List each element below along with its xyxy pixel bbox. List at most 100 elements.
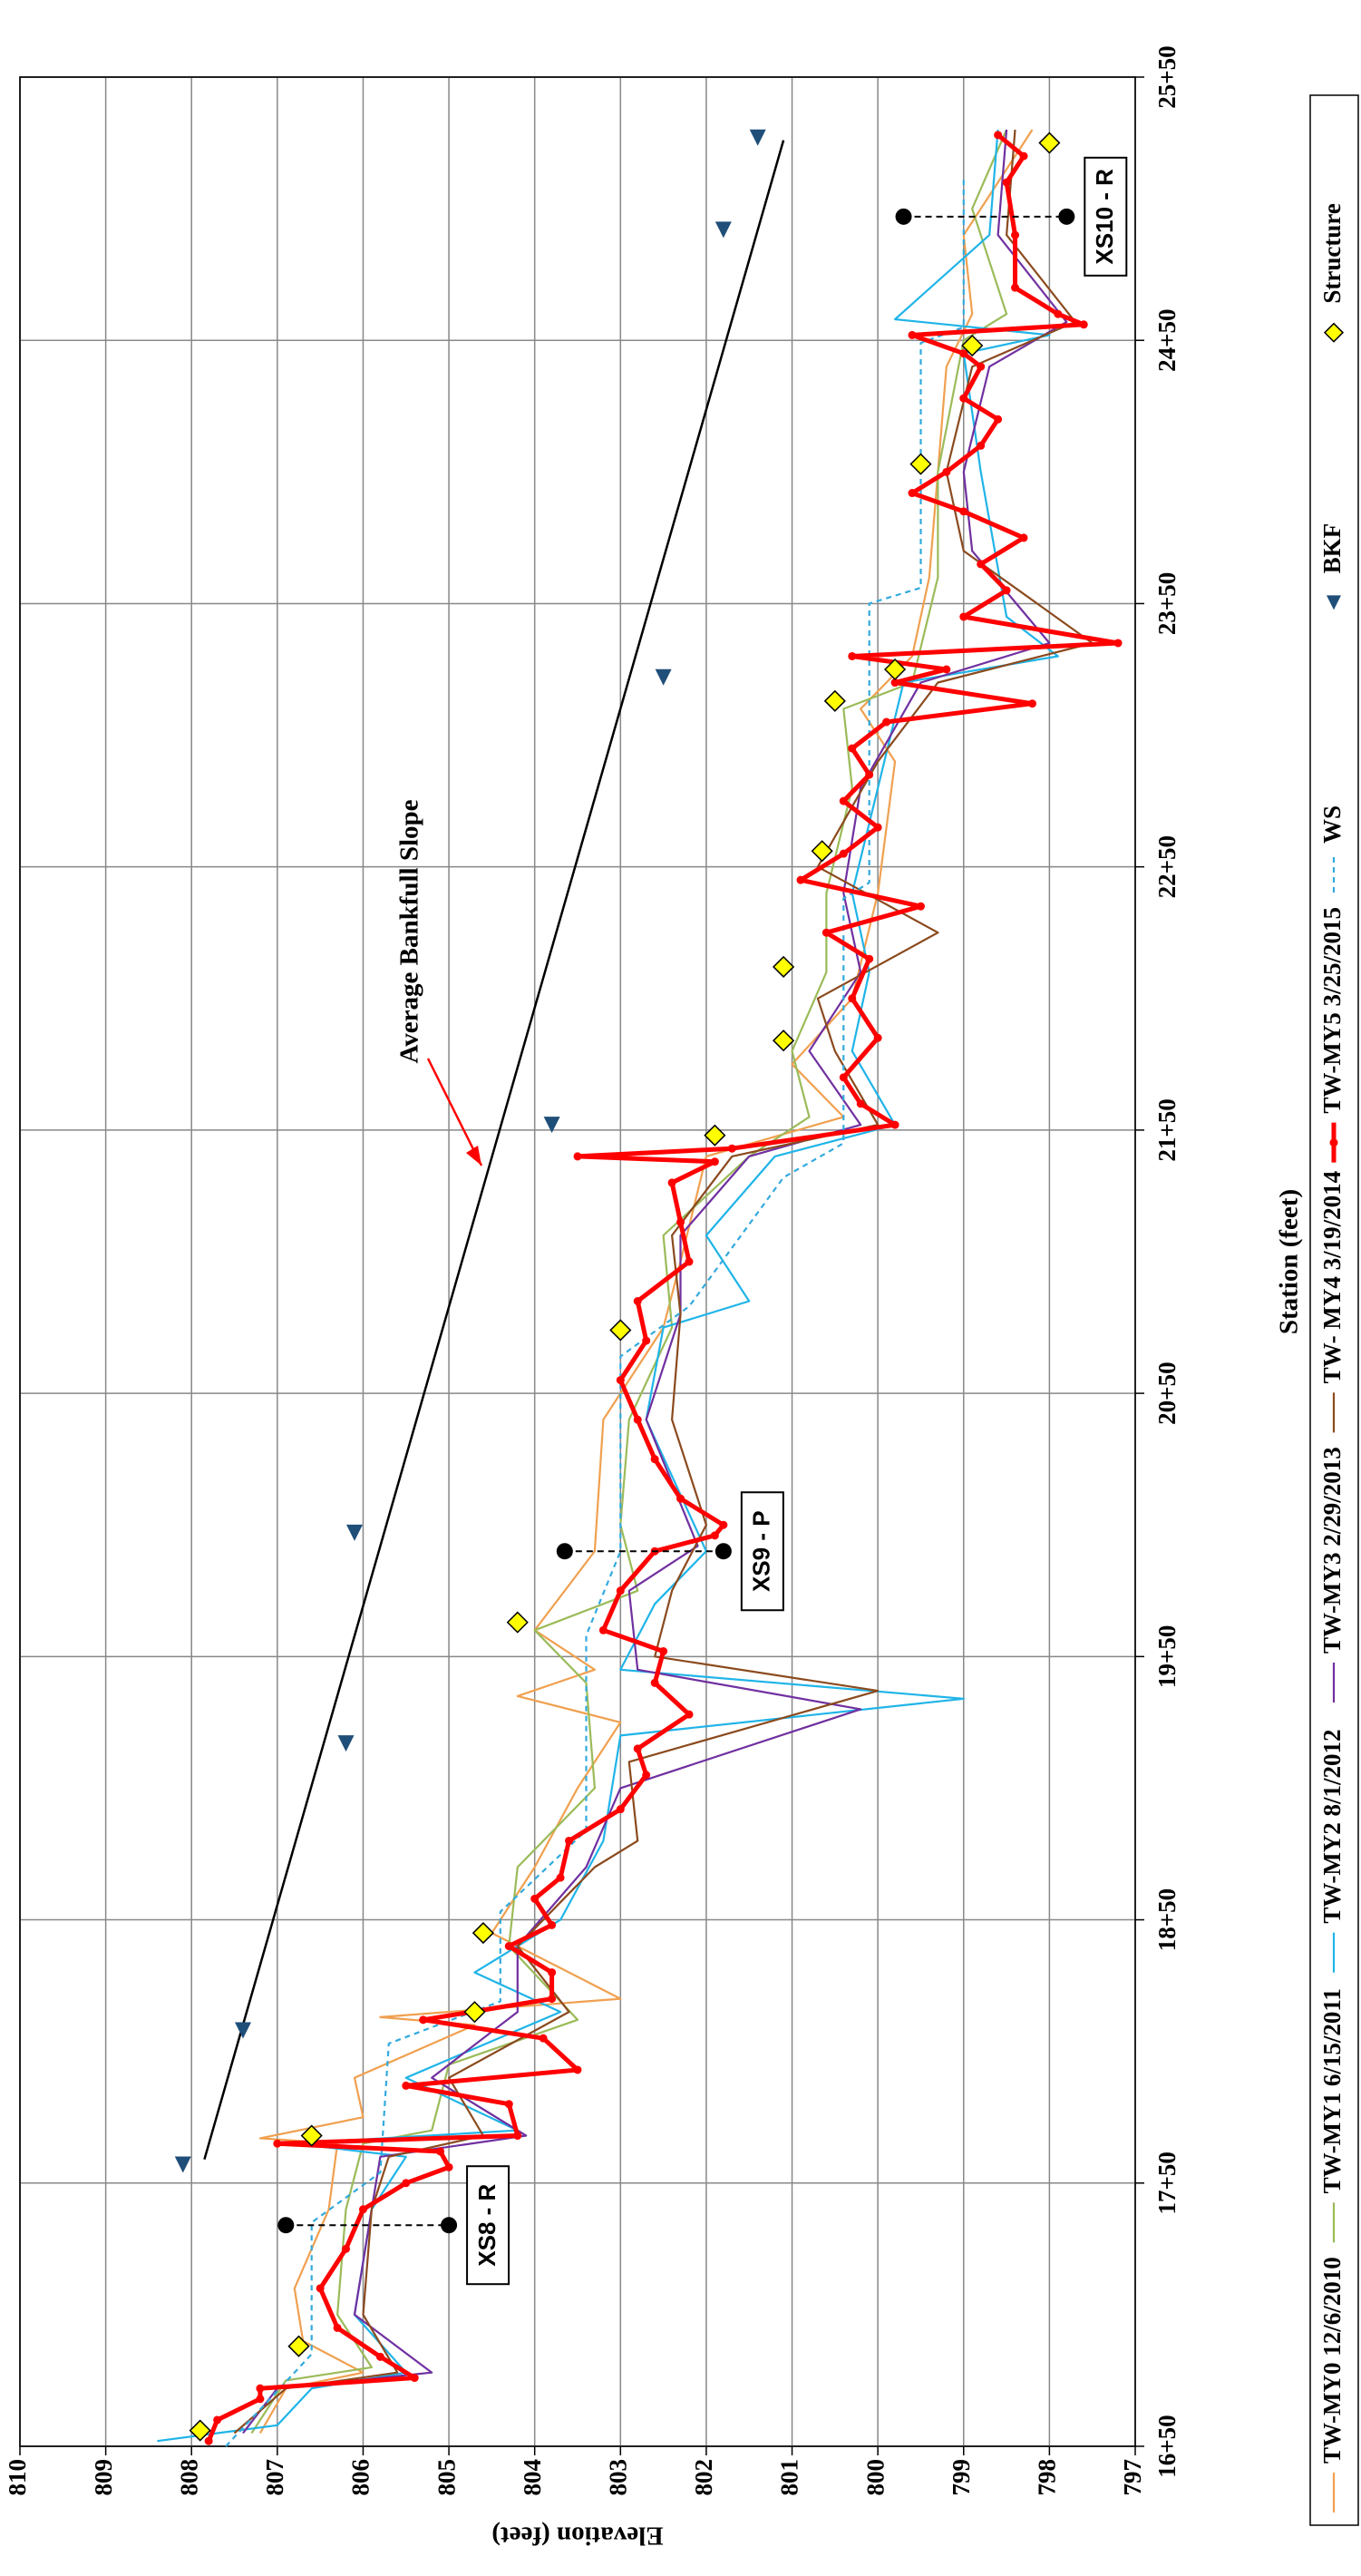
x-tick-label: 25+50 (1153, 45, 1181, 108)
y-tick-label: 808 (175, 2459, 202, 2496)
y-tick-label: 806 (347, 2459, 374, 2496)
cross-section-box (740, 1491, 784, 1612)
y-tick-label: 797 (1119, 2459, 1146, 2496)
plot-border (19, 76, 1136, 2447)
marker (573, 1152, 582, 1161)
marker (402, 2179, 411, 2188)
structure-point (773, 1029, 795, 1052)
marker (839, 849, 848, 858)
x-tick-label: 17+50 (1153, 2152, 1181, 2214)
marker (650, 1455, 659, 1464)
legend-label: WS (1318, 805, 1346, 844)
marker (959, 612, 968, 621)
marker (633, 1744, 642, 1753)
marker (1019, 151, 1028, 161)
cross-section-end (895, 208, 912, 225)
marker (908, 489, 917, 498)
structure-point (823, 689, 846, 712)
marker (333, 2323, 342, 2332)
cross-section-label: XS8 - R (473, 2183, 501, 2266)
marker (977, 362, 986, 371)
marker (256, 2395, 265, 2404)
legend-label: TW-MY3 2/29/2013 (1318, 1447, 1346, 1654)
x-tick-label: 16+50 (1153, 2415, 1181, 2477)
marker (539, 2034, 548, 2043)
x-tick-label: 22+50 (1153, 835, 1181, 898)
cross-section-end (1058, 208, 1075, 225)
marker (513, 2132, 522, 2141)
x-tick-label: 20+50 (1153, 1361, 1181, 1424)
x-tick-label: 19+50 (1153, 1625, 1181, 1688)
x-tick-label: 18+50 (1153, 1888, 1181, 1951)
marker (676, 1217, 685, 1226)
structure-point (471, 1922, 494, 1945)
marker (598, 1625, 608, 1634)
structure-point (506, 1611, 529, 1634)
marker (865, 954, 874, 963)
bkf-point (337, 1735, 355, 1752)
x-tick-label: 24+50 (1153, 309, 1181, 372)
marker (685, 1710, 694, 1719)
structure-point (300, 2124, 323, 2147)
legend-label: TW-MY2 8/1/2012 (1318, 1729, 1346, 1923)
marker (402, 2081, 411, 2090)
y-tick-label: 807 (261, 2459, 288, 2496)
marker (727, 1144, 736, 1153)
structure-point (704, 1124, 726, 1147)
marker (375, 2352, 384, 2361)
marker (642, 1336, 651, 1345)
y-tick-label: 803 (605, 2459, 632, 2496)
legend-swatch (1329, 1138, 1338, 1147)
y-tick-label: 798 (1034, 2459, 1061, 2496)
marker (1011, 230, 1020, 239)
cross-section-label: XS9 - P (748, 1510, 775, 1592)
marker (796, 875, 805, 884)
marker (1002, 586, 1011, 595)
y-tick-label: 809 (90, 2459, 117, 2496)
marker (848, 744, 857, 753)
marker (342, 2244, 351, 2253)
marker (616, 1586, 625, 1595)
marker (882, 717, 891, 727)
marker (977, 441, 986, 450)
structure-point (189, 2419, 211, 2442)
structure-point (609, 1319, 632, 1342)
structure-point (287, 2335, 310, 2357)
legend-label: TW- MY4 3/19/2014 (1318, 1171, 1346, 1383)
plot-area (19, 76, 1136, 2447)
marker (419, 2015, 428, 2025)
marker (710, 1157, 719, 1166)
legend-label: TW-MY5 3/25/2015 (1318, 907, 1346, 1114)
marker (685, 1257, 694, 1266)
marker (916, 902, 925, 911)
slope-annotation: Average Bankfull Slope (395, 799, 424, 1063)
marker (548, 1995, 557, 2004)
cross-section-box (1084, 156, 1128, 277)
marker (856, 1099, 865, 1108)
marker (873, 823, 882, 832)
legend-label: TW-MY1 6/15/2011 (1318, 1988, 1346, 2193)
marker (1079, 320, 1088, 329)
y-tick-label: 804 (519, 2459, 546, 2496)
y-axis-title: Elevation (feet) (491, 2521, 663, 2550)
marker (839, 1073, 848, 1082)
marker (256, 2384, 265, 2393)
y-tick-label: 810 (4, 2459, 31, 2496)
marker (942, 665, 951, 674)
marker (650, 1678, 659, 1687)
x-tick-label: 23+50 (1153, 572, 1181, 635)
y-tick-label: 802 (690, 2459, 717, 2496)
marker (1113, 639, 1123, 648)
marker (504, 1942, 513, 1951)
legend-label: TW-MY0 12/6/2010 (1318, 2257, 1346, 2464)
legend-label: Structure (1318, 203, 1346, 303)
marker (410, 2374, 419, 2383)
x-axis-title: Station (feet) (1275, 1189, 1304, 1334)
marker (959, 507, 968, 516)
marker (839, 796, 848, 805)
marker (873, 1033, 882, 1042)
marker (1054, 309, 1063, 318)
marker (848, 994, 857, 1003)
structure-point (1038, 132, 1061, 154)
